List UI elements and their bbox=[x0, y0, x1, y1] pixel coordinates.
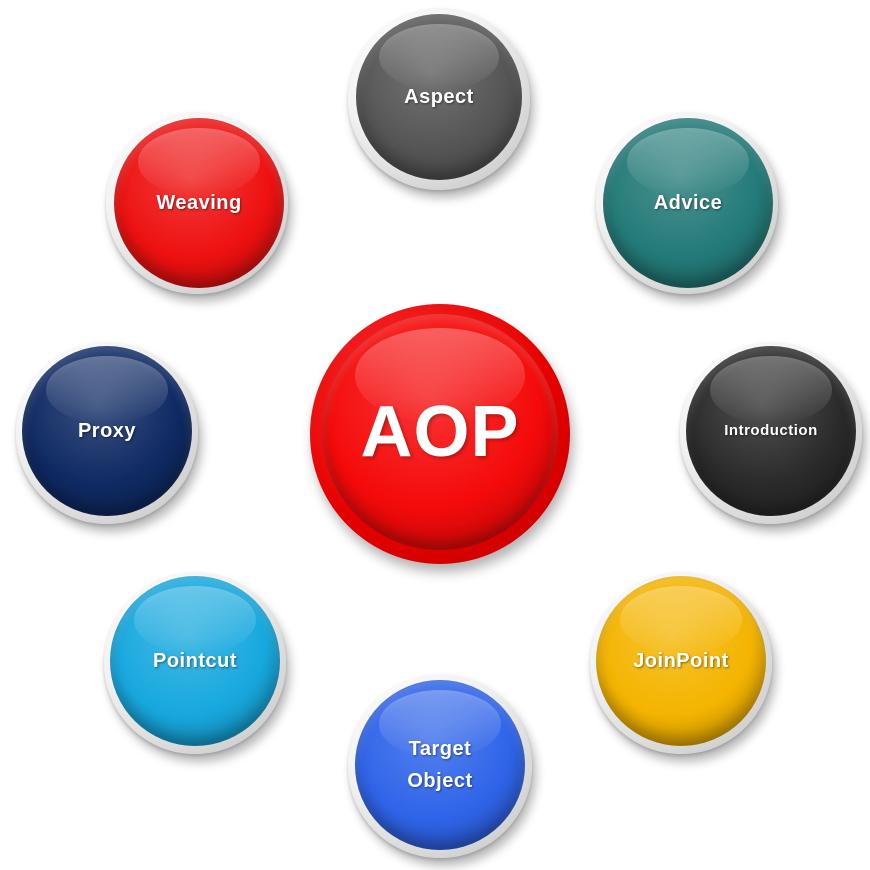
joinpoint-circle[interactable]: JoinPoint bbox=[596, 576, 766, 746]
introduction-circle[interactable]: Introduction bbox=[686, 346, 856, 516]
aspect-circle[interactable]: Aspect bbox=[356, 14, 522, 180]
target-object-line-1: Target bbox=[408, 738, 472, 760]
aspect-label: Aspect bbox=[404, 86, 474, 108]
target-object-line-2: Object bbox=[407, 770, 473, 792]
pointcut-circle[interactable]: Pointcut bbox=[110, 576, 280, 746]
joinpoint-label: JoinPoint bbox=[633, 650, 729, 672]
advice-circle[interactable]: Advice bbox=[603, 118, 773, 288]
aop-center-circle[interactable]: AOP bbox=[322, 314, 558, 550]
target-object-label: Target Object bbox=[407, 733, 472, 797]
weaving-label: Weaving bbox=[156, 192, 242, 214]
weaving-circle[interactable]: Weaving bbox=[114, 118, 284, 288]
proxy-circle[interactable]: Proxy bbox=[22, 346, 192, 516]
introduction-label: Introduction bbox=[724, 422, 818, 439]
proxy-label: Proxy bbox=[77, 420, 137, 442]
advice-label: Advice bbox=[653, 192, 723, 214]
pointcut-label: Pointcut bbox=[153, 650, 237, 672]
aop-center-label: AOP bbox=[360, 392, 520, 472]
target-object-circle[interactable]: Target Object bbox=[355, 680, 525, 850]
